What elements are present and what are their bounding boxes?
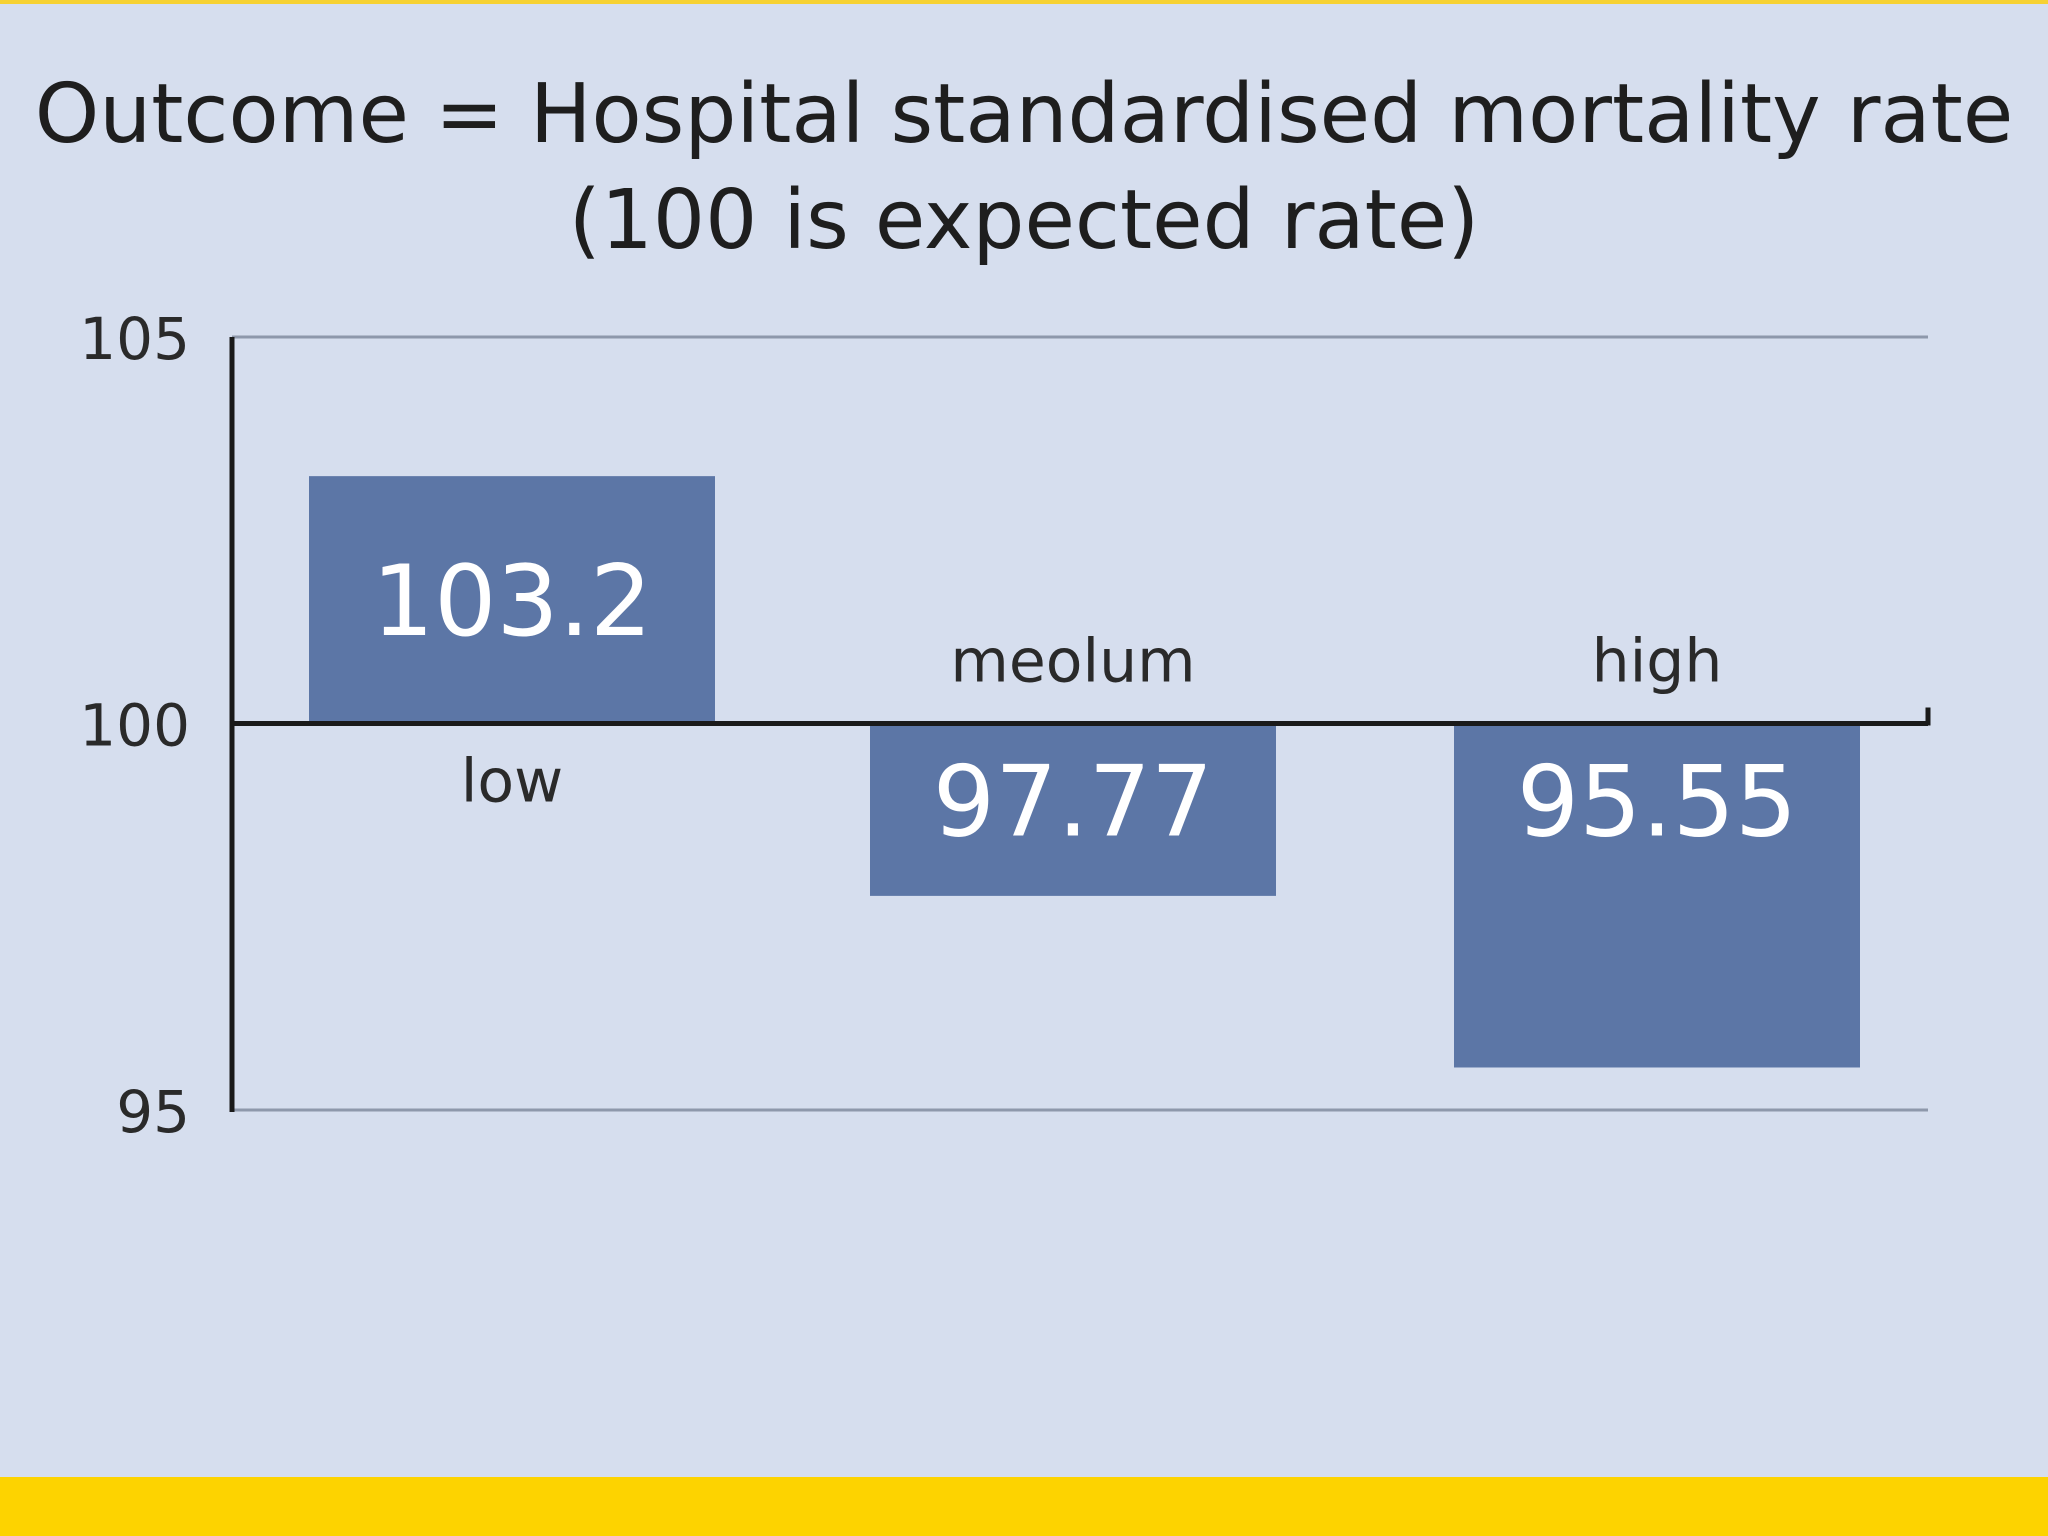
data-label-high: 95.55 (1517, 746, 1798, 860)
gridlines (232, 335, 1928, 1112)
data-label-meolum: 97.77 (933, 746, 1214, 860)
category-label-low: low (461, 747, 563, 817)
chart-title-block: Outcome = Hospital standardised mortalit… (0, 62, 2048, 274)
bar-high (1454, 723, 1860, 1068)
axes (229, 337, 1931, 1112)
bars (309, 476, 1860, 1068)
labels: 105 100 95 103.2 low 97.77 meolum 95.55 high (79, 305, 1797, 1146)
category-label-high: high (1592, 627, 1723, 697)
y-tick-label-100: 100 (79, 692, 190, 760)
chart-subtitle: (100 is expected rate) (568, 173, 1480, 268)
y-tick-label-105: 105 (79, 305, 190, 373)
y-tick-label-95: 95 (116, 1078, 190, 1146)
chart-title: Outcome = Hospital standardised mortalit… (34, 67, 2014, 162)
top-accent-bar (0, 0, 2048, 4)
bottom-accent-bar (0, 1477, 2048, 1536)
bar-low (309, 476, 715, 724)
category-label-meolum: meolum (950, 627, 1195, 697)
data-label-low: 103.2 (372, 545, 653, 659)
bar-meolum (870, 723, 1276, 896)
